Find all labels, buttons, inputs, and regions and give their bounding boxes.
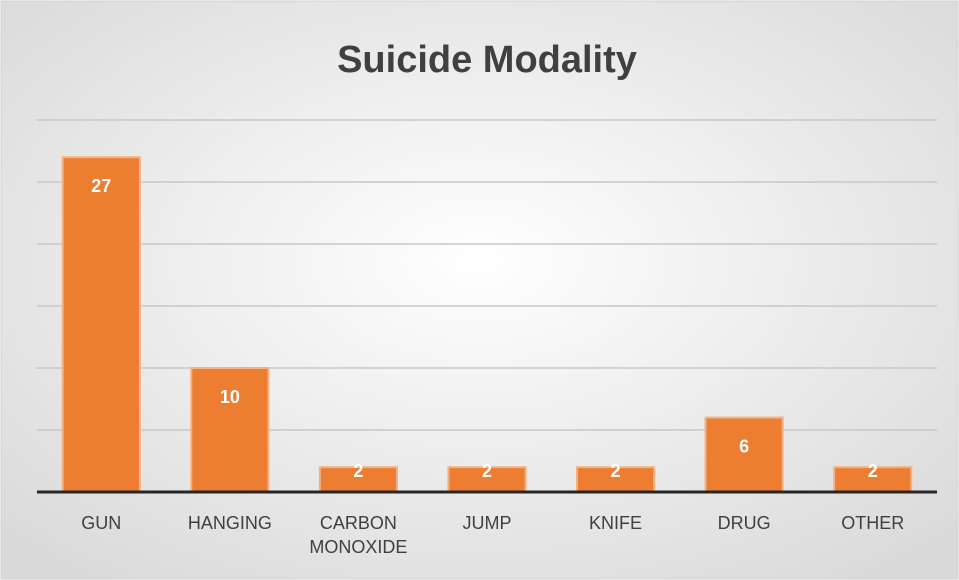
data-label: 2: [353, 461, 363, 481]
data-label: 27: [91, 176, 111, 196]
x-tick-label: GUN: [81, 513, 122, 533]
bar: [190, 367, 270, 493]
bar: [704, 416, 784, 494]
data-label: 2: [611, 461, 621, 481]
bar: [576, 466, 656, 494]
x-tick-label: DRUG: [717, 513, 771, 533]
x-tick-label: KNIFE: [589, 513, 643, 533]
x-tick-label: JUMP: [462, 513, 512, 533]
data-label: 2: [482, 461, 492, 481]
x-tick-label: HANGING: [187, 513, 272, 533]
x-tick-label: CARBON MONOXIDE: [309, 513, 408, 557]
bar: [318, 466, 399, 494]
data-label: 2: [868, 461, 878, 481]
bar: [61, 156, 141, 493]
data-label: 6: [739, 436, 749, 456]
data-label: 10: [220, 387, 240, 407]
x-tick-label: OTHER: [841, 513, 905, 533]
chart-title: Suicide Modality: [337, 39, 637, 81]
